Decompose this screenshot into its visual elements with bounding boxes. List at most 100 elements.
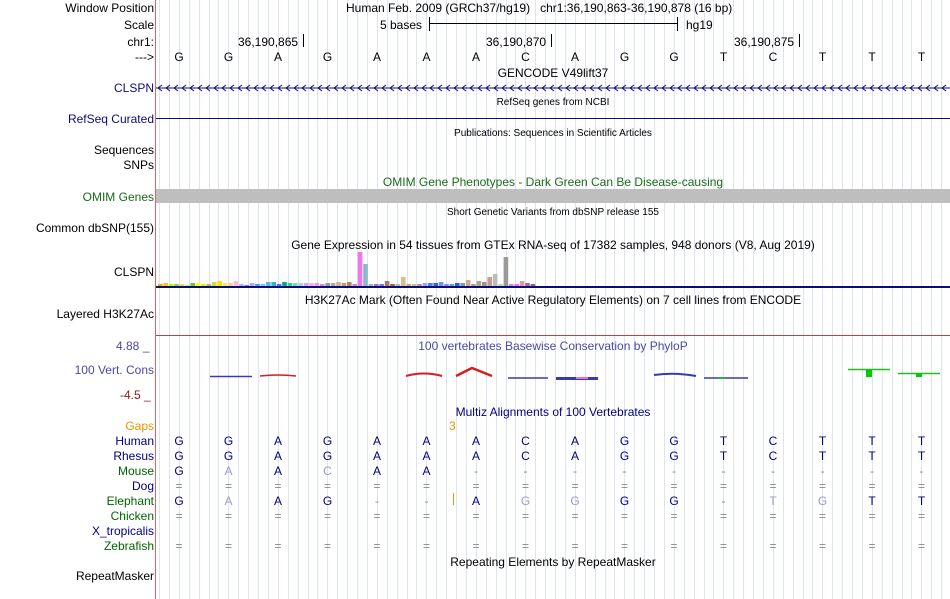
alignment-base: - bbox=[523, 464, 528, 478]
h3k27ac-track-title[interactable]: H3K27Ac Mark (Often Found Near Active Re… bbox=[304, 293, 802, 307]
strand-chevron bbox=[685, 84, 691, 92]
alignment-base: C bbox=[521, 434, 530, 448]
gtex-tissue-bar bbox=[287, 283, 293, 286]
grid-line bbox=[733, 0, 734, 599]
gaps-label[interactable]: Gaps bbox=[125, 419, 154, 433]
gtex-tissue-bar bbox=[158, 284, 163, 286]
cons-phylop-chart[interactable] bbox=[156, 360, 950, 382]
species-label[interactable]: X_tropicalis bbox=[91, 524, 154, 538]
h3k27ac-label[interactable]: Layered H3K27Ac bbox=[56, 307, 154, 321]
grid-line bbox=[496, 0, 497, 599]
species-label[interactable]: Rhesus bbox=[113, 449, 154, 463]
omim-label[interactable]: OMIM Genes bbox=[82, 190, 154, 204]
gtex-tissue-bar bbox=[368, 284, 374, 286]
grid-line bbox=[704, 0, 705, 599]
refseq-label[interactable]: RefSeq Curated bbox=[67, 112, 154, 126]
h3k27ac-baseline bbox=[156, 335, 950, 336]
alignment-base: A bbox=[224, 464, 233, 478]
species-label[interactable]: Zebrafish bbox=[103, 539, 154, 553]
grid-line bbox=[644, 0, 645, 599]
strand-chevron bbox=[813, 84, 819, 92]
gtex-tissue-bar bbox=[341, 283, 347, 286]
grid-line bbox=[832, 0, 833, 599]
gencode-track-title[interactable]: GENCODE V49lift37 bbox=[497, 66, 609, 80]
alignment-base: G bbox=[322, 449, 333, 463]
dbsnp-label[interactable]: Common dbSNP(155) bbox=[35, 221, 154, 235]
cons-label[interactable]: 100 Vert. Cons bbox=[74, 363, 154, 377]
strand-chevron bbox=[853, 84, 859, 92]
grid-line bbox=[387, 0, 388, 599]
strand-chevron bbox=[493, 84, 499, 92]
refseq-gene-line[interactable] bbox=[156, 118, 950, 119]
gtex-tissue-bar bbox=[395, 284, 401, 286]
coord-tick-mark-1 bbox=[303, 34, 304, 47]
repeatmasker-track-title[interactable]: Repeating Elements by RepeatMasker bbox=[450, 555, 656, 569]
alignment-base: - bbox=[771, 464, 775, 478]
omim-feature-bar[interactable] bbox=[156, 189, 950, 203]
gtex-tissue-bar bbox=[347, 282, 352, 286]
reference-base: T bbox=[818, 50, 827, 64]
gtex-tissue-bar bbox=[271, 282, 276, 286]
alignment-base: - bbox=[474, 464, 478, 478]
grid-line bbox=[416, 0, 417, 599]
gtex-tissue-bar bbox=[438, 282, 444, 286]
cons-track-title[interactable]: 100 vertebrates Basewise Conservation by… bbox=[418, 339, 688, 353]
strand-chevron bbox=[869, 84, 875, 92]
gtex-tissue-bar bbox=[503, 257, 509, 286]
gtex-gene-label[interactable]: CLSPN bbox=[113, 265, 154, 279]
gtex-tissue-bar bbox=[163, 283, 168, 286]
strand-chevron bbox=[373, 84, 379, 92]
strand-chevron bbox=[829, 84, 835, 92]
species-label[interactable]: Mouse bbox=[117, 464, 154, 478]
reference-base: A bbox=[471, 50, 480, 64]
alignment-base: = bbox=[868, 539, 876, 553]
gtex-tissue-bar bbox=[336, 282, 341, 286]
alignment-base: = bbox=[175, 479, 183, 493]
gtex-tissue-bar bbox=[384, 281, 390, 286]
grid-line bbox=[407, 0, 408, 599]
window-position-value: Human Feb. 2009 (GRCh37/hg19) chr1:36,19… bbox=[346, 1, 733, 15]
alignment-base: = bbox=[472, 479, 480, 493]
gtex-tissue-bar bbox=[282, 282, 287, 286]
multiz-track-title[interactable]: Multiz Alignments of 100 Vertebrates bbox=[455, 405, 651, 419]
gencode-gene-model[interactable] bbox=[156, 81, 950, 95]
gtex-expression-chart[interactable] bbox=[156, 250, 950, 290]
dbsnp-track-title[interactable]: Short Genetic Variants from dbSNP releas… bbox=[447, 207, 659, 218]
grid-line bbox=[218, 0, 219, 599]
repeatmasker-label[interactable]: RepeatMasker bbox=[75, 569, 154, 583]
sequences-label[interactable]: Sequences bbox=[93, 143, 154, 157]
strand-chevron bbox=[253, 84, 259, 92]
gtex-tissue-bar bbox=[357, 252, 363, 286]
species-label[interactable]: Elephant bbox=[106, 494, 154, 508]
alignment-base: T bbox=[868, 494, 876, 508]
alignment-base: A bbox=[422, 449, 431, 463]
gtex-tissue-bar bbox=[255, 284, 260, 286]
gtex-tissue-bar bbox=[185, 285, 190, 286]
coord-tick-3: 36,190,875 bbox=[734, 35, 795, 49]
species-label[interactable]: Human bbox=[115, 434, 154, 448]
alignment-base: = bbox=[868, 509, 876, 523]
alignment-base: G bbox=[174, 449, 184, 463]
strand-chevron bbox=[861, 84, 867, 92]
refseq-track-title[interactable]: RefSeq genes from NCBI bbox=[496, 97, 610, 108]
reference-base: T bbox=[719, 50, 728, 64]
grid-line bbox=[525, 0, 526, 599]
grid-line bbox=[803, 0, 804, 599]
gtex-track-title[interactable]: Gene Expression in 54 tissues from GTEx … bbox=[291, 238, 815, 252]
gtex-tissue-bar bbox=[244, 285, 249, 286]
gtex-tissue-bar bbox=[201, 284, 206, 286]
grid-line bbox=[367, 0, 368, 599]
snps-label[interactable]: SNPs bbox=[123, 158, 154, 172]
grid-line bbox=[753, 0, 754, 599]
publications-track-title[interactable]: Publications: Sequences in Scientific Ar… bbox=[454, 128, 652, 139]
gencode-gene-label[interactable]: CLSPN bbox=[113, 81, 154, 95]
strand-chevron bbox=[901, 84, 907, 92]
species-label[interactable]: Dog bbox=[131, 479, 154, 493]
strand-chevron bbox=[245, 84, 251, 92]
gtex-tissue-bar bbox=[492, 274, 498, 286]
alignment-base: - bbox=[870, 464, 874, 478]
alignment-base: T bbox=[818, 434, 827, 448]
omim-track-title[interactable]: OMIM Gene Phenotypes - Dark Green Can Be… bbox=[382, 175, 724, 189]
species-label[interactable]: Chicken bbox=[110, 509, 154, 523]
